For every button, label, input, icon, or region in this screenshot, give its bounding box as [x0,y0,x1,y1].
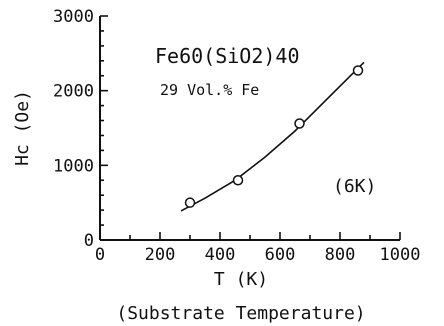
data-point [184,197,196,208]
fit-curve [180,61,365,212]
data-point [294,118,305,129]
x-tick-label: 600 [265,245,296,265]
tick-marks [99,15,401,241]
x-axis-note: (Substrate Temperature) [116,303,365,324]
y-tick-label: 1000 [53,156,94,176]
data-point [232,175,244,186]
composition-annotation: 29 Vol.% Fe [160,81,259,99]
x-tick-label: 800 [325,245,356,265]
x-tick-label: 0 [95,245,105,265]
y-tick-label: 0 [84,231,94,251]
data-point [352,65,364,76]
measurement-annotation: (6K) [333,176,376,197]
y-tick-label: 3000 [53,7,94,27]
x-tick-label: 400 [205,245,236,265]
tick-labels: 0 200 400 600 800 1000 0 1000 2000 3000 [53,7,420,265]
x-tick-label: 200 [145,245,176,265]
plot-area [180,61,365,212]
x-axis-label: T (K) [214,269,268,290]
material-annotation: Fe60(SiO2)40 [155,44,300,68]
x-tick-label: 1000 [380,245,421,265]
y-axis-label: Hc (Oe) [12,90,33,166]
y-tick-label: 2000 [53,82,94,102]
